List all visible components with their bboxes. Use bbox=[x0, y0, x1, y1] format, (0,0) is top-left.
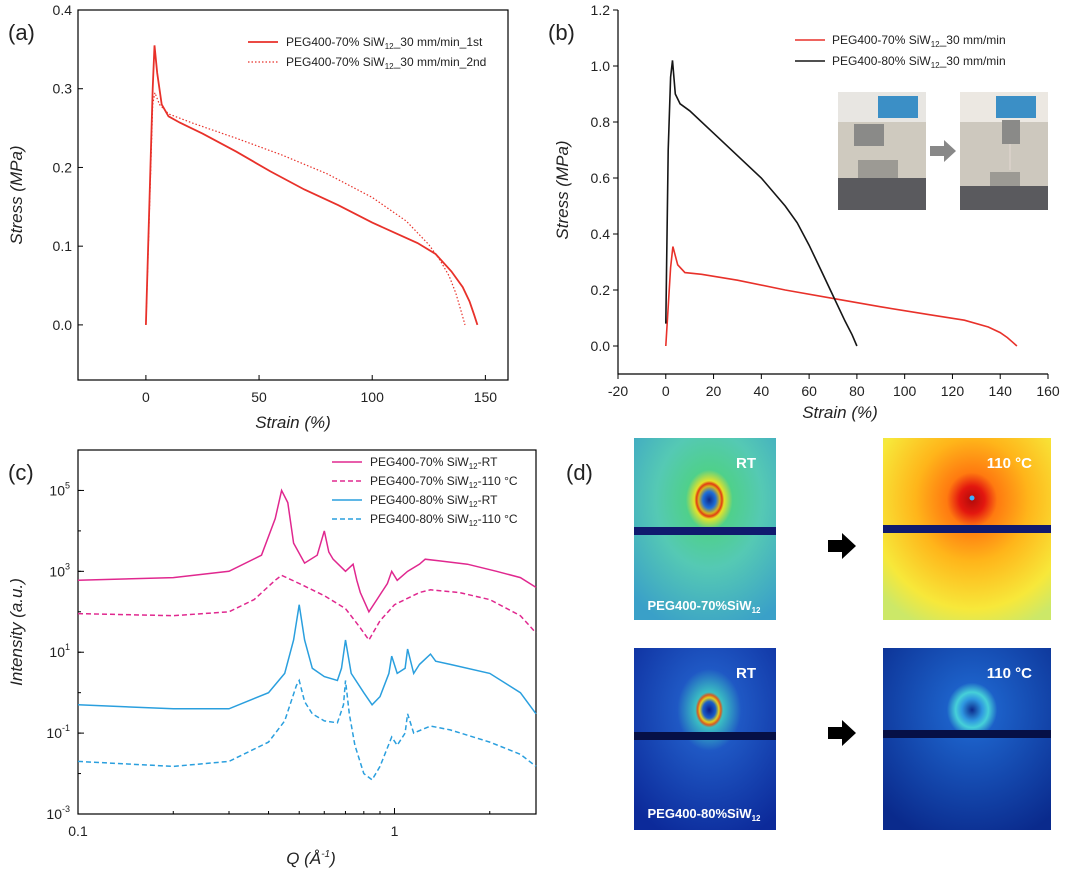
chart-c-series-1 bbox=[77, 488, 537, 614]
chart-b-xlabel: Strain (%) bbox=[802, 403, 878, 422]
chart-c-ytick-label: 101 bbox=[49, 642, 70, 660]
arrow-icon bbox=[930, 140, 956, 162]
chart-c-legend-label: PEG400-80% SiW12-RT bbox=[370, 493, 498, 509]
chart-a-ytick-label: 0.1 bbox=[53, 238, 73, 254]
chart-c-ytick-label: 10-3 bbox=[46, 804, 70, 822]
chart-a-series-2 bbox=[145, 90, 466, 326]
chart-b-ytick-label: 1.2 bbox=[591, 2, 611, 18]
panel-b-label: (b) bbox=[548, 20, 575, 45]
saxs-2d-pattern-70-110c: 110 °C bbox=[883, 438, 1051, 620]
image-3-sample: PEG400-80%SiW12 bbox=[648, 806, 761, 823]
panel-a-label: (a) bbox=[8, 20, 35, 45]
saxs-2d-pattern-80-110c: 110 °C bbox=[883, 648, 1051, 830]
chart-a-ylabel: Stress (MPa) bbox=[7, 145, 26, 244]
chart-c-ytick-label: 10-1 bbox=[46, 723, 70, 741]
chart-c-ytick-label: 105 bbox=[49, 480, 70, 498]
tensile-test-photo-before bbox=[838, 92, 926, 210]
chart-b-xtick-label: 160 bbox=[1036, 383, 1060, 399]
chart-a-xtick-label: 50 bbox=[251, 389, 267, 405]
chart-b-xtick-label: 100 bbox=[893, 383, 917, 399]
saxs-2d-pattern-80-rt: RT PEG400-80%SiW12 bbox=[634, 648, 776, 830]
chart-b-xtick-label: 60 bbox=[801, 383, 817, 399]
chart-c-legend-label: PEG400-70% SiW12-RT bbox=[370, 455, 498, 471]
chart-c-series-2 bbox=[77, 574, 537, 642]
chart-a-legend-label: PEG400-70% SiW12_30 mm/min_1st bbox=[286, 35, 483, 51]
chart-b-series-2 bbox=[665, 60, 858, 347]
chart-b-ytick-label: 1.0 bbox=[591, 58, 611, 74]
chart-b-xtick-label: -20 bbox=[608, 383, 628, 399]
chart-c-legend-label: PEG400-70% SiW12-110 °C bbox=[370, 474, 518, 490]
chart-b-ytick-label: 0.8 bbox=[591, 114, 611, 130]
chart-b-legend-label: PEG400-70% SiW12_30 mm/min bbox=[832, 33, 1006, 49]
chart-b-xtick-label: 0 bbox=[662, 383, 670, 399]
chart-b-xtick-label: 80 bbox=[849, 383, 865, 399]
chart-b-xtick-label: 40 bbox=[754, 383, 770, 399]
image-2-condition: 110 °C bbox=[987, 455, 1032, 472]
chart-a-ytick-label: 0.3 bbox=[53, 81, 73, 97]
chart-b-ytick-label: 0.6 bbox=[591, 170, 611, 186]
image-4-condition: 110 °C bbox=[987, 665, 1032, 682]
chart-c-xlabel: Q (Å-1) bbox=[286, 849, 336, 868]
chart-a-ytick-label: 0.2 bbox=[53, 159, 73, 175]
chart-b: -20 0 20 40 60 80 100 120 140 160 0.0 0.2 0.4 0.6 0.8 1… bbox=[553, 2, 1060, 422]
chart-b-ytick-label: 0.0 bbox=[591, 338, 611, 354]
chart-c-ylabel: Intensity (a.u.) bbox=[7, 578, 26, 686]
chart-b-xtick-label: 20 bbox=[706, 383, 722, 399]
chart-b-ytick-label: 0.2 bbox=[591, 282, 611, 298]
chart-a-xlabel: Strain (%) bbox=[255, 413, 331, 432]
chart-c: 0.1 1 10-3 10-1 101 103 105 Q (Å-1) Intensity … bbox=[7, 449, 537, 868]
chart-b-xtick-label: 120 bbox=[941, 383, 965, 399]
arrow-icon bbox=[828, 533, 856, 559]
saxs-2d-pattern-70-rt: RT PEG400-70%SiW12 bbox=[634, 438, 776, 620]
arrow-icon bbox=[828, 720, 856, 746]
tensile-test-photo-after bbox=[960, 92, 1048, 210]
chart-b-ylabel: Stress (MPa) bbox=[553, 140, 572, 239]
chart-c-series-4 bbox=[77, 678, 537, 781]
chart-a-ytick-label: 0.0 bbox=[53, 317, 73, 333]
chart-a-xtick-label: 100 bbox=[361, 389, 385, 405]
chart-b-ytick-label: 0.4 bbox=[591, 226, 611, 242]
panel-c-label: (c) bbox=[8, 460, 34, 485]
chart-a-xtick-label: 0 bbox=[142, 389, 150, 405]
chart-a: 0 50 100 150 0.0 0.1 0.2 0.3 0.4 Strain (%) Stre… bbox=[7, 2, 509, 432]
image-1-sample: PEG400-70%SiW12 bbox=[648, 598, 761, 615]
chart-b-xtick-label: 140 bbox=[989, 383, 1013, 399]
chart-a-ytick-label: 0.4 bbox=[53, 2, 73, 18]
chart-c-legend-label: PEG400-80% SiW12-110 °C bbox=[370, 512, 518, 528]
chart-c-series-3 bbox=[77, 604, 537, 715]
chart-a-xtick-label: 150 bbox=[474, 389, 498, 405]
chart-a-series-1 bbox=[145, 45, 479, 326]
panel-d-label: (d) bbox=[566, 460, 593, 485]
image-1-condition: RT bbox=[736, 455, 756, 472]
chart-c-xtick-label: 0.1 bbox=[68, 823, 88, 839]
chart-a-frame bbox=[77, 9, 509, 381]
chart-b-legend-label: PEG400-80% SiW12_30 mm/min bbox=[832, 54, 1006, 70]
chart-a-legend-label: PEG400-70% SiW12_30 mm/min_2nd bbox=[286, 55, 486, 71]
chart-c-ytick-label: 103 bbox=[49, 561, 70, 579]
chart-c-xtick-label: 1 bbox=[391, 823, 399, 839]
image-3-condition: RT bbox=[736, 665, 756, 682]
chart-c-frame bbox=[77, 449, 537, 815]
chart-b-series-1 bbox=[665, 246, 1018, 347]
